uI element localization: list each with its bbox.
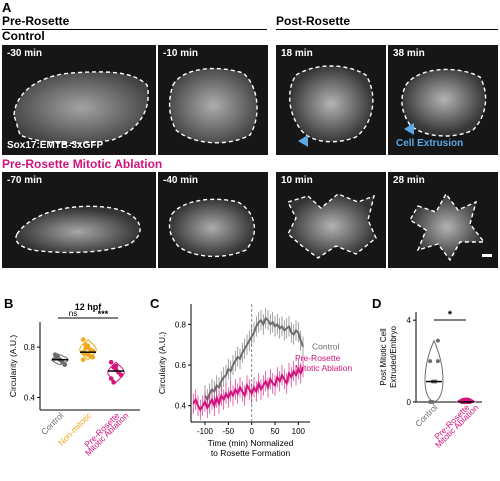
- y-tick-label: 4: [407, 316, 412, 325]
- violin-outline: [424, 339, 444, 403]
- data-point: [428, 359, 433, 364]
- category-label: Control: [39, 410, 66, 437]
- data-point: [108, 376, 114, 381]
- y-axis-label: Extruded/Embryo: [389, 326, 398, 388]
- ns-label: ns: [69, 309, 77, 318]
- data-point: [435, 359, 440, 364]
- violin-outline: [79, 338, 97, 361]
- sig-label: *: [448, 309, 453, 321]
- cell-outline-shape: [289, 65, 374, 147]
- legend-ablation: Pre-Rosette: [295, 353, 341, 363]
- stars-label: ***: [98, 309, 109, 319]
- y-tick-label: 0.8: [175, 320, 187, 329]
- post-rosette-rule: [276, 29, 498, 30]
- category-label: Control: [413, 402, 440, 429]
- control-tile-3: 18 min: [276, 45, 386, 155]
- x-tick-label: 100: [292, 427, 306, 436]
- ablation-tile-4: 28 min: [388, 172, 498, 268]
- y-tick-label: 0: [407, 398, 412, 407]
- tile-time-label: -40 min: [163, 175, 199, 186]
- ablation-row-label: Pre-Rosette Mitotic Ablation: [2, 157, 163, 171]
- data-point: [118, 372, 124, 378]
- cell-extrusion-label: Cell Extrusion: [396, 138, 464, 149]
- control-tile-1: -30 min Sox17:EMTB-3xGFP: [2, 45, 156, 155]
- tile-time-label: 18 min: [281, 48, 313, 59]
- y-tick-label: 0.6: [175, 361, 187, 370]
- data-point: [111, 380, 116, 385]
- tile-time-label: 10 min: [281, 175, 313, 186]
- y-axis-label: Post Mitotic Cell: [379, 328, 388, 386]
- panel-a-letter: A: [2, 0, 12, 15]
- control-row-label: Control: [2, 29, 45, 43]
- data-point: [80, 337, 86, 342]
- y-axis-label: Circularity (A.U.): [157, 332, 167, 395]
- data-point: [80, 357, 86, 363]
- post-rosette-header: Post-Rosette: [276, 14, 351, 28]
- data-point: [62, 362, 68, 368]
- x-tick-label: -50: [223, 427, 235, 436]
- x-tick-label: 0: [249, 427, 254, 436]
- arrowhead-icon: [298, 135, 308, 147]
- x-tick-label: -100: [197, 427, 214, 436]
- data-point: [113, 363, 119, 369]
- tile-time-label: -70 min: [7, 175, 43, 186]
- scale-bar: [482, 254, 492, 257]
- tile-time-label: -30 min: [7, 48, 43, 59]
- tile-time-label: -10 min: [163, 48, 199, 59]
- panel-d-letter: D: [372, 296, 382, 311]
- data-point: [85, 343, 91, 349]
- arrowhead-icon: [404, 123, 414, 135]
- pre-rosette-header: Pre-Rosette: [2, 14, 70, 28]
- stage-label: 12 hpf: [75, 302, 103, 312]
- y-tick-label: 0.4: [24, 393, 36, 402]
- series-line: [204, 316, 304, 402]
- data-point: [430, 400, 435, 404]
- cell-outline-shape: [401, 68, 487, 137]
- control-tile-4: 38 min Cell Extrusion: [388, 45, 498, 155]
- ablation-tile-3: 10 min: [276, 172, 386, 268]
- cell-outline-shape: [168, 198, 256, 258]
- control-tile-2: -10 min: [158, 45, 268, 155]
- x-tick-label: 50: [271, 427, 280, 436]
- tile-time-label: 38 min: [393, 48, 425, 59]
- tile-time-label: 28 min: [393, 175, 425, 186]
- data-point: [108, 359, 114, 365]
- cell-outline-shape: [409, 192, 492, 262]
- x-axis-label: to Rosette Formation: [211, 448, 291, 458]
- series-line: [192, 366, 304, 412]
- legend-control: Control: [312, 342, 340, 352]
- x-axis-label: Time (min) Normalized: [208, 438, 294, 448]
- data-point: [55, 353, 60, 359]
- pre-rosette-rule: [2, 29, 267, 30]
- y-tick-label: 0.8: [24, 343, 36, 352]
- ablation-tile-1: -70 min: [2, 172, 156, 268]
- data-point: [435, 338, 440, 343]
- marker-label: Sox17:EMTB-3xGFP: [7, 140, 104, 151]
- panel-b-letter: B: [4, 296, 14, 311]
- ablation-tile-2: -40 min: [158, 172, 268, 268]
- cell-outline-shape: [15, 205, 141, 254]
- y-tick-label: 0.4: [175, 402, 187, 411]
- cell-outline-shape: [168, 67, 258, 144]
- legend-ablation: Mitotic Ablation: [295, 363, 352, 373]
- panel-c-letter: C: [150, 296, 160, 311]
- y-axis-label: Circularity (A.U.): [8, 335, 18, 398]
- cell-outline-shape: [287, 193, 377, 259]
- chart-c: 0.4 0.6 0.8 -100 -50 0 50 100 Circularity (A.U.)…: [157, 304, 352, 458]
- violin-outline: [107, 361, 125, 384]
- cell-outline-shape: [13, 71, 149, 144]
- chart-d: 0 4 Post Mitotic Cell Extruded/Embryo * Contr…: [379, 309, 482, 450]
- data-point: [90, 354, 96, 360]
